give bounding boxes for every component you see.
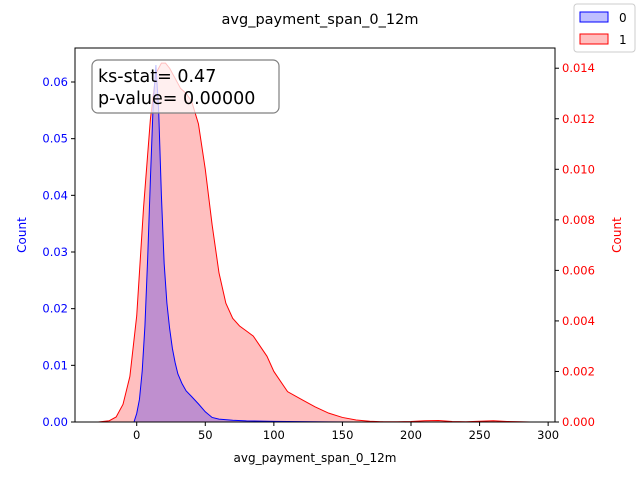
y-left-tick-label: 0.06 [42,75,68,89]
x-axis-label: avg_payment_span_0_12m [234,451,397,465]
y-right-tick-label: 0.010 [562,162,595,176]
y-axis-right: 0.000 0.002 0.004 0.006 0.008 0.010 0.012 0.014 [555,61,595,429]
y-left-tick-label: 0.00 [42,415,68,429]
y-axis-left-label: Count [15,217,29,253]
density-areas [98,62,531,423]
x-tick-label: 300 [537,428,559,442]
x-tick-label: 250 [469,428,491,442]
y-right-tick-label: 0.012 [562,112,595,126]
x-tick-label: 200 [400,428,422,442]
y-left-tick-label: 0.03 [42,245,68,259]
legend-frame [573,3,636,53]
y-left-tick-label: 0.05 [42,132,68,146]
chart-title: avg_payment_span_0_12m [222,12,419,28]
y-left-tick-label: 0.04 [42,188,68,202]
legend-swatch-1 [579,33,609,45]
x-tick-label: 150 [331,428,353,442]
plot-frame [74,47,556,423]
legend-label-1: 1 [619,33,627,47]
y-axis-right-label: Count [610,217,624,253]
y-right-tick-label: 0.000 [562,415,595,429]
legend: 0 1 [573,3,636,53]
p-value-text: p-value= 0.00000 [98,89,255,109]
x-tick-label: 0 [133,428,140,442]
stats-annotation: ks-stat= 0.47 p-value= 0.00000 [91,59,280,114]
x-tick-label: 50 [198,428,213,442]
y-right-tick-label: 0.006 [562,263,595,277]
ks-stat-text: ks-stat= 0.47 [98,67,216,87]
y-axis-left: 0.00 0.01 0.02 0.03 0.04 0.05 0.06 [42,75,75,429]
y-right-tick-label: 0.004 [562,314,595,328]
y-right-tick-label: 0.008 [562,213,595,227]
y-left-tick-label: 0.02 [42,302,68,316]
y-left-tick-label: 0.01 [42,358,68,372]
density-line-0 [133,64,377,423]
legend-label-0: 0 [619,11,627,25]
density-area-1 [98,63,531,422]
y-right-tick-label: 0.002 [562,364,595,378]
legend-swatch-0 [579,11,609,23]
stats-annotation-box [91,59,280,114]
x-axis: 0 50 100 150 200 250 300 [133,422,559,442]
density-area-0 [133,65,377,422]
y-right-tick-label: 0.014 [562,61,595,75]
x-tick-label: 100 [263,428,285,442]
